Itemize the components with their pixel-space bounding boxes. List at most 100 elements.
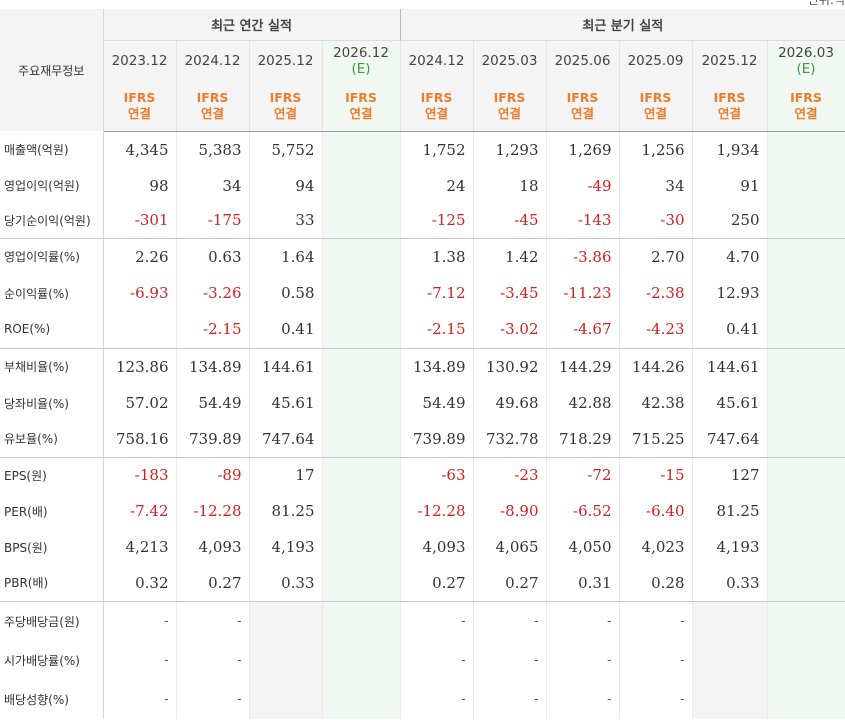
value-cell: - <box>546 641 620 680</box>
value-cell: 54.49 <box>176 385 250 421</box>
value-cell: 24 <box>399 168 474 203</box>
value-cell: 1,752 <box>399 131 474 168</box>
accounting-standard: IFRS <box>639 90 672 106</box>
value-cell <box>103 311 177 349</box>
accounting-standard: IFRS <box>420 90 453 106</box>
consolidation-basis: 연결 <box>273 106 297 122</box>
value-cell: -8.90 <box>473 493 547 529</box>
value-cell <box>322 168 401 203</box>
consolidation-basis: 연결 <box>349 106 373 122</box>
value-cell: 134.89 <box>176 348 250 385</box>
accounting-standard: IFRS <box>713 90 746 106</box>
value-cell <box>767 168 845 203</box>
row-label: PBR(배) <box>0 565 104 602</box>
consolidation-basis: 연결 <box>794 106 818 122</box>
value-cell: -12.28 <box>176 493 250 529</box>
row-label: 유보율(%) <box>0 421 104 458</box>
value-cell: 81.25 <box>692 493 768 529</box>
value-cell <box>767 275 845 311</box>
value-cell: -3.02 <box>473 311 547 349</box>
value-cell: - <box>473 680 547 719</box>
value-cell: 34 <box>176 168 250 203</box>
value-cell: 747.64 <box>249 421 323 458</box>
value-cell: 715.25 <box>619 421 693 458</box>
value-cell <box>322 203 401 239</box>
basis-label: IFRS 연결 <box>473 82 547 132</box>
value-cell: 4,093 <box>176 529 250 565</box>
value-cell: 758.16 <box>103 421 177 458</box>
value-cell: 144.61 <box>692 348 768 385</box>
value-cell: 732.78 <box>473 421 547 458</box>
table-row: 주당배당금(원) - - - - - - <box>0 601 845 641</box>
period-header: 2024.12 <box>176 40 250 82</box>
row-label: ROE(%) <box>0 311 104 349</box>
table-row: 유보율(%) 758.16 739.89 747.64 739.89 732.78 718.… <box>0 421 845 458</box>
value-cell: 2.26 <box>103 238 177 275</box>
value-cell <box>322 641 401 680</box>
unit-note: 단위:억 <box>807 0 845 7</box>
value-cell: 45.61 <box>692 385 768 421</box>
value-cell: 57.02 <box>103 385 177 421</box>
value-cell: -6.52 <box>546 493 620 529</box>
value-cell: 0.33 <box>249 565 323 602</box>
basis-label: IFRS 연결 <box>103 82 177 132</box>
table-row: ROE(%) -2.15 0.41 -2.15 -3.02 -4.67 -4.23 0.41 <box>0 311 845 349</box>
row-label: 당기순이익(억원) <box>0 203 104 239</box>
table-row: 부채비율(%) 123.86 134.89 144.61 134.89 130.92 144… <box>0 348 845 385</box>
value-cell: - <box>103 641 177 680</box>
value-cell: - <box>399 641 474 680</box>
value-cell <box>767 529 845 565</box>
value-cell: -11.23 <box>546 275 620 311</box>
value-cell: - <box>473 601 547 641</box>
value-cell: 34 <box>619 168 693 203</box>
value-cell: 1.38 <box>399 238 474 275</box>
value-cell: - <box>473 641 547 680</box>
value-cell <box>322 493 401 529</box>
value-cell: - <box>546 601 620 641</box>
value-cell: 4,050 <box>546 529 620 565</box>
value-cell: 1,934 <box>692 131 768 168</box>
table-row: BPS(원) 4,213 4,093 4,193 4,093 4,065 4,050 4,02… <box>0 529 845 565</box>
value-cell: - <box>176 601 250 641</box>
value-cell: -143 <box>546 203 620 239</box>
value-cell: -2.15 <box>176 311 250 349</box>
value-cell: 91 <box>692 168 768 203</box>
value-cell <box>322 311 401 349</box>
value-cell: 4,023 <box>619 529 693 565</box>
value-cell: 18 <box>473 168 547 203</box>
row-label: 주당배당금(원) <box>0 601 104 641</box>
period-label: 2026.12 <box>333 45 389 62</box>
value-cell <box>767 493 845 529</box>
period-header: 2025.12 <box>692 40 768 82</box>
period-label: 2024.12 <box>184 53 241 70</box>
value-cell <box>767 457 845 493</box>
value-cell <box>767 348 845 385</box>
estimate-marker: (E) <box>351 61 371 78</box>
value-cell: 4,065 <box>473 529 547 565</box>
value-cell <box>767 601 845 641</box>
consolidation-basis: 연결 <box>717 106 741 122</box>
financial-summary-table: 주요재무정보 최근 연간 실적 최근 분기 실적 2023.12 2024.12 2… <box>0 9 845 719</box>
value-cell: -301 <box>103 203 177 239</box>
value-cell: 739.89 <box>176 421 250 458</box>
value-cell <box>322 457 401 493</box>
value-cell <box>322 680 401 719</box>
table-row: 매출액(억원) 4,345 5,383 5,752 1,752 1,293 1,269 1,2… <box>0 131 845 168</box>
basis-row: IFRS 연결 IFRS 연결 IFRS 연결 IFRS 연결 IFRS 연결 IFRS 연결 IFRS… <box>0 82 845 132</box>
value-cell: 94 <box>249 168 323 203</box>
table-row: PBR(배) 0.32 0.27 0.33 0.27 0.27 0.31 0.28 0.33 <box>0 565 845 602</box>
value-cell: - <box>103 680 177 719</box>
value-cell: 1.42 <box>473 238 547 275</box>
value-cell: 4,093 <box>399 529 474 565</box>
value-cell: 130.92 <box>473 348 547 385</box>
value-cell: -183 <box>103 457 177 493</box>
value-cell: 0.58 <box>249 275 323 311</box>
value-cell: 5,383 <box>176 131 250 168</box>
period-label: 2025.12 <box>701 53 758 70</box>
value-cell <box>322 275 401 311</box>
value-cell: 0.41 <box>249 311 323 349</box>
value-cell: -7.42 <box>103 493 177 529</box>
value-cell <box>322 529 401 565</box>
value-cell: - <box>399 601 474 641</box>
value-cell: - <box>399 680 474 719</box>
